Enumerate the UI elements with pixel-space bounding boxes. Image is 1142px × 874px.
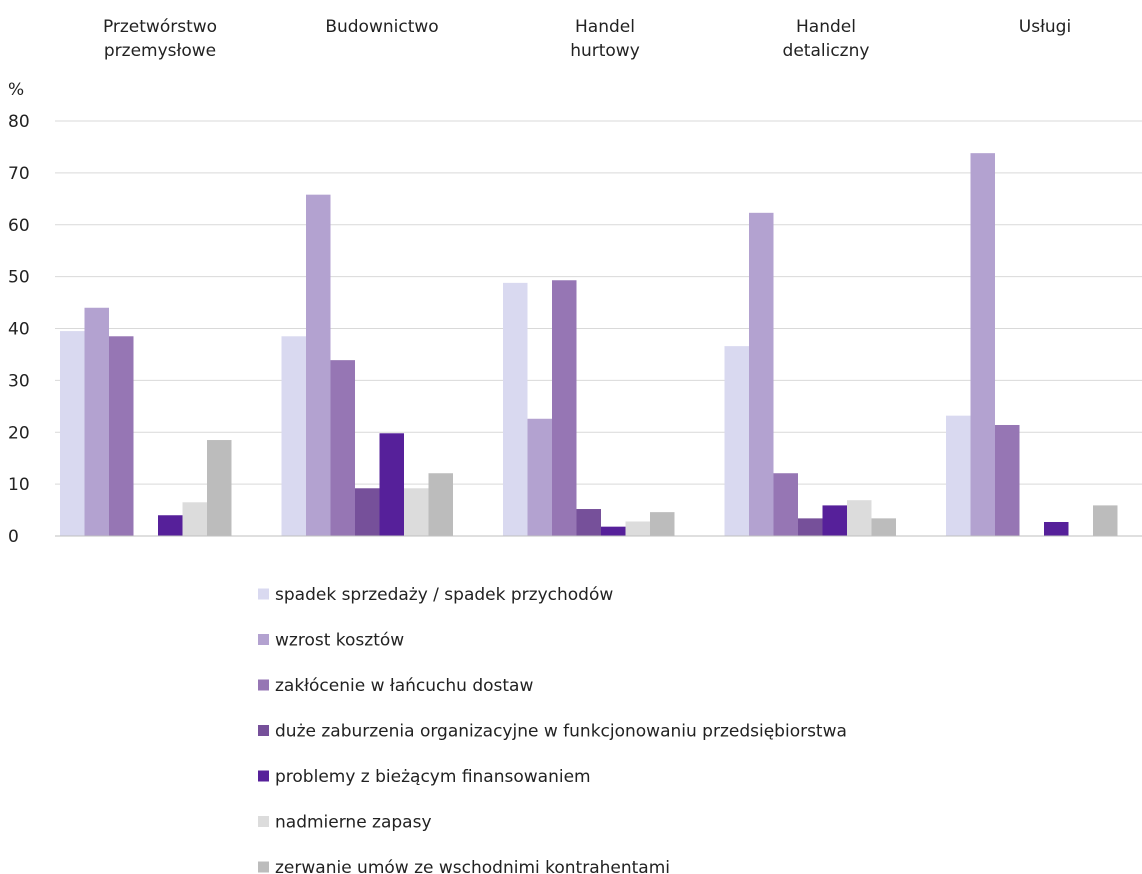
y-tick-label: 30 bbox=[8, 371, 30, 391]
bar bbox=[182, 502, 207, 536]
legend-item: wzrost kosztów bbox=[258, 631, 404, 651]
legend-label: wzrost kosztów bbox=[275, 631, 404, 651]
category-labels: Przetwórstwo przemysłowe Budownictwo Handel… bbox=[103, 17, 1071, 61]
legend-label: duże zaburzenia organizacyjne w funkcjon… bbox=[275, 722, 847, 742]
bar bbox=[109, 336, 134, 536]
legend-label: zerwanie umów ze wschodnimi kontrahentam… bbox=[275, 858, 670, 874]
bar bbox=[428, 473, 453, 536]
category-label: Handel detaliczny bbox=[783, 17, 870, 61]
y-tick-label: 80 bbox=[8, 112, 30, 132]
y-tick-label: 10 bbox=[8, 475, 30, 495]
bar bbox=[404, 488, 429, 536]
bar bbox=[601, 526, 626, 536]
bar bbox=[995, 424, 1020, 536]
legend-item: spadek sprzedaży / spadek przychodów bbox=[258, 585, 613, 605]
bar bbox=[503, 282, 528, 536]
bar bbox=[970, 153, 995, 536]
category-label: Budownictwo bbox=[325, 17, 438, 37]
bar bbox=[822, 505, 847, 536]
y-tick-label: 50 bbox=[8, 268, 30, 288]
gridlines bbox=[55, 120, 1142, 485]
legend-item: zerwanie umów ze wschodnimi kontrahentam… bbox=[258, 858, 670, 874]
y-tick-label: 0 bbox=[8, 527, 19, 547]
legend-item: zakłócenie w łańcuchu dostaw bbox=[258, 676, 533, 696]
bar bbox=[625, 521, 650, 536]
bar bbox=[847, 500, 872, 536]
category-label: Handel hurtowy bbox=[570, 17, 640, 61]
bar bbox=[946, 415, 971, 536]
bar bbox=[650, 512, 675, 536]
y-tick-label: 70 bbox=[8, 164, 30, 184]
category-label: Usługi bbox=[1019, 17, 1071, 37]
legend-swatch bbox=[258, 816, 269, 827]
bar bbox=[773, 473, 798, 536]
bar bbox=[1044, 521, 1069, 536]
bar bbox=[281, 336, 306, 536]
legend: spadek sprzedaży / spadek przychodów wzro… bbox=[258, 585, 847, 874]
legend-label: spadek sprzedaży / spadek przychodów bbox=[275, 585, 613, 605]
legend-swatch bbox=[258, 679, 269, 691]
legend-item: duże zaburzenia organizacyjne w funkcjon… bbox=[258, 722, 847, 742]
bar bbox=[330, 360, 355, 536]
legend-label: problemy z bieżącym finansowaniem bbox=[275, 767, 591, 787]
bar bbox=[552, 280, 577, 536]
bar bbox=[798, 518, 823, 536]
legend-swatch bbox=[258, 588, 269, 600]
bar bbox=[379, 433, 404, 536]
bar bbox=[576, 509, 601, 536]
bar bbox=[158, 515, 183, 536]
y-unit-label: % bbox=[8, 80, 24, 100]
category-label: Przetwórstwo przemysłowe bbox=[103, 17, 217, 61]
y-axis-ticks: 0 10 20 30 40 50 60 70 80 bbox=[8, 112, 30, 547]
y-tick-label: 40 bbox=[8, 320, 30, 340]
bar bbox=[527, 418, 552, 536]
legend-item: problemy z bieżącym finansowaniem bbox=[258, 767, 591, 787]
legend-label: zakłócenie w łańcuchu dostaw bbox=[275, 676, 533, 696]
legend-swatch bbox=[258, 770, 269, 782]
legend-label: nadmierne zapasy bbox=[275, 813, 432, 833]
legend-item: nadmierne zapasy bbox=[258, 813, 432, 833]
bar bbox=[207, 440, 232, 536]
bars bbox=[60, 153, 1118, 536]
bar bbox=[60, 331, 85, 536]
y-tick-label: 20 bbox=[8, 423, 30, 443]
bar bbox=[1093, 505, 1118, 536]
y-tick-label: 60 bbox=[8, 216, 30, 236]
bar bbox=[355, 488, 380, 536]
legend-swatch bbox=[258, 725, 269, 736]
legend-swatch bbox=[258, 861, 269, 873]
bar bbox=[724, 346, 749, 536]
bar bbox=[306, 194, 331, 536]
bar bbox=[84, 307, 109, 536]
legend-swatch bbox=[258, 634, 269, 645]
bar bbox=[871, 518, 896, 536]
bar bbox=[749, 212, 774, 536]
